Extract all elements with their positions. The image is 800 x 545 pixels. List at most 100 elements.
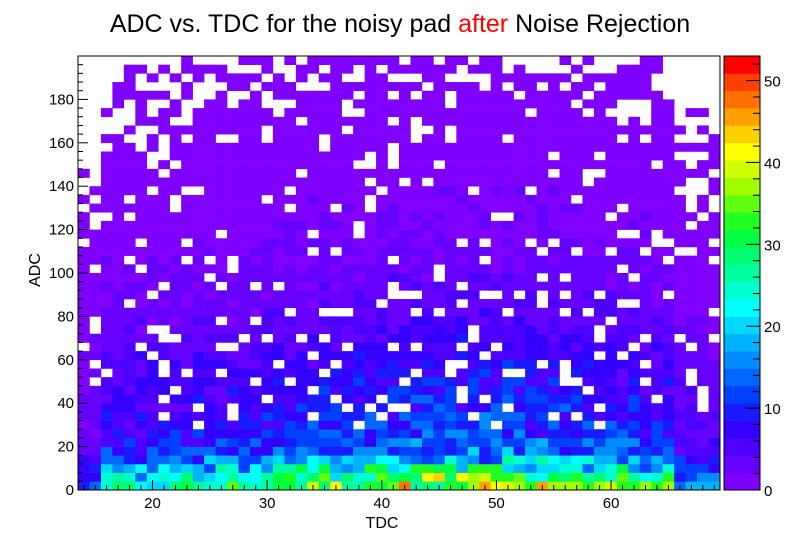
heatmap-cell — [146, 142, 159, 152]
heatmap-cell — [169, 394, 182, 404]
heatmap-cell — [364, 385, 377, 395]
heatmap-cell — [479, 463, 492, 473]
heatmap-cell — [330, 420, 342, 430]
heatmap-cell — [593, 238, 606, 248]
heatmap-cell — [467, 64, 480, 74]
heatmap-cell — [708, 220, 721, 230]
heatmap-cell — [593, 194, 606, 204]
heatmap-cell — [467, 368, 480, 378]
heatmap-cell — [616, 142, 629, 152]
heatmap-cell — [708, 229, 721, 239]
heatmap-cell — [467, 99, 480, 109]
heatmap-cell — [318, 403, 331, 413]
heatmap-cell — [570, 437, 583, 447]
heatmap-cell — [272, 472, 285, 482]
heatmap-cell — [651, 177, 663, 187]
heatmap-cell — [123, 168, 136, 178]
heatmap-cell — [559, 463, 572, 473]
heatmap-cell — [708, 160, 721, 170]
heatmap-cell — [295, 403, 308, 413]
heatmap-cell — [479, 281, 492, 291]
heatmap-cell — [318, 437, 331, 447]
heatmap-cell — [376, 194, 388, 204]
heatmap-cell — [593, 134, 606, 144]
heatmap-cell — [513, 99, 526, 109]
heatmap-cell — [570, 325, 583, 335]
heatmap-cell — [536, 455, 549, 465]
heatmap-cell — [227, 385, 239, 395]
heatmap-cell — [341, 455, 354, 465]
heatmap-cell — [146, 212, 159, 222]
heatmap-cell — [135, 273, 148, 282]
heatmap-cell — [616, 368, 629, 378]
heatmap-cell — [639, 411, 652, 421]
heatmap-cell — [295, 359, 308, 369]
heatmap-cell — [467, 429, 480, 439]
heatmap-cell — [674, 220, 686, 230]
heatmap-cell — [376, 281, 388, 291]
heatmap-cell — [605, 368, 618, 378]
heatmap-cell — [674, 238, 686, 248]
heatmap-cell — [112, 238, 125, 248]
heatmap-cell — [628, 429, 641, 439]
heatmap-cell — [261, 108, 274, 118]
heatmap-cell — [559, 342, 572, 352]
heatmap-cell — [100, 377, 113, 387]
heatmap-cell — [525, 394, 537, 404]
heatmap-cell — [364, 281, 377, 291]
heatmap-cell — [272, 212, 285, 222]
heatmap-cell — [570, 229, 583, 239]
heatmap-cell — [272, 238, 285, 248]
heatmap-cell — [628, 359, 641, 369]
heatmap-cell — [582, 246, 595, 256]
heatmap-cell — [78, 463, 90, 473]
heatmap-cell — [284, 56, 297, 65]
heatmap-cell — [100, 446, 113, 456]
heatmap-cell — [490, 316, 503, 326]
heatmap-cell — [490, 411, 503, 421]
heatmap-cell — [399, 142, 411, 152]
heatmap-cell — [341, 203, 354, 213]
heatmap-cell — [685, 299, 698, 309]
heatmap-cell — [616, 90, 629, 100]
heatmap-cell — [249, 333, 262, 343]
heatmap-cell — [261, 160, 274, 170]
heatmap-cell — [353, 307, 365, 317]
heatmap-cell — [192, 472, 205, 482]
heatmap-cell — [238, 281, 251, 291]
color-scale-label: 30 — [764, 237, 781, 254]
heatmap-cell — [525, 168, 537, 178]
heatmap-cell — [559, 333, 572, 343]
heatmap-cell — [181, 290, 193, 300]
heatmap-cell — [215, 299, 228, 309]
heatmap-cell — [376, 307, 388, 317]
heatmap-cell — [548, 316, 560, 326]
heatmap-cell — [421, 403, 434, 413]
heatmap-cell — [467, 82, 480, 92]
heatmap-cell — [410, 455, 423, 465]
heatmap-cell — [433, 411, 446, 421]
heatmap-cell — [330, 64, 342, 74]
heatmap-cell — [100, 108, 113, 118]
heatmap-cell — [662, 273, 675, 282]
heatmap-cell — [467, 455, 480, 465]
heatmap-cell — [548, 134, 560, 144]
heatmap-cell — [158, 108, 171, 118]
heatmap-cell — [146, 134, 159, 144]
heatmap-cell — [261, 142, 274, 152]
heatmap-cell — [662, 463, 675, 473]
heatmap-cell — [169, 377, 182, 387]
heatmap-cell — [192, 411, 205, 421]
heatmap-cell — [192, 212, 205, 222]
heatmap-cell — [525, 134, 537, 144]
heatmap-cell — [639, 73, 652, 83]
heatmap-cell — [685, 351, 698, 361]
heatmap-cell — [616, 290, 629, 300]
heatmap-cell — [295, 472, 308, 482]
heatmap-cell — [616, 160, 629, 170]
heatmap-cell — [536, 394, 549, 404]
heatmap-cell — [169, 316, 182, 326]
heatmap-cell — [158, 437, 171, 447]
heatmap-cell — [272, 273, 285, 282]
heatmap-cell — [616, 125, 629, 135]
